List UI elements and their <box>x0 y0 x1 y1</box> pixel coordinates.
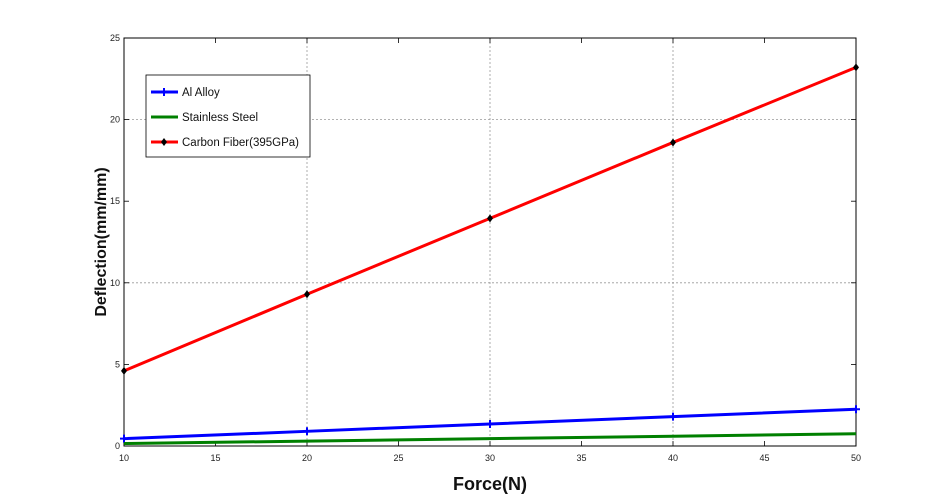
x-tick-label: 20 <box>302 453 312 463</box>
y-tick-label: 10 <box>110 278 120 288</box>
data-point-carbon-fiber-395gpa <box>670 138 676 147</box>
axis-ticks: 10 15 20 25 30 35 40 45 50 0 5 10 15 20 25 <box>110 33 861 463</box>
x-tick-label: 45 <box>759 453 769 463</box>
x-tick-label: 25 <box>393 453 403 463</box>
y-axis-label: Deflection(mm/mm) <box>93 167 110 316</box>
data-point-al-alloy <box>486 419 494 428</box>
legend-marker <box>161 138 167 146</box>
x-tick-label: 15 <box>210 453 220 463</box>
legend-label-carbon-fiber-395gpa: Carbon Fiber(395GPa) <box>182 137 299 149</box>
y-tick-label: 5 <box>115 359 120 369</box>
data-point-carbon-fiber-395gpa <box>853 63 859 72</box>
series-group <box>120 63 860 446</box>
series-line-stainless-steel <box>123 432 857 446</box>
y-tick-label: 25 <box>110 33 120 43</box>
y-tick-label: 20 <box>110 115 120 125</box>
x-tick-label: 40 <box>668 453 678 463</box>
x-tick-label: 10 <box>119 453 129 463</box>
x-axis-label: Force(N) <box>453 474 527 494</box>
data-point-carbon-fiber-395gpa <box>487 214 493 223</box>
data-point-carbon-fiber-395gpa <box>304 290 310 299</box>
data-point-al-alloy <box>852 405 860 414</box>
x-tick-label: 35 <box>576 453 586 463</box>
legend-label-stainless-steel: Stainless Steel <box>182 112 258 124</box>
data-point-al-alloy <box>303 427 311 436</box>
data-point-carbon-fiber-395gpa <box>121 366 127 375</box>
y-tick-label: 15 <box>110 196 120 206</box>
legend-marker <box>160 88 168 96</box>
data-point-al-alloy <box>120 434 128 443</box>
legend-label-al-alloy: Al Alloy <box>182 87 220 99</box>
x-tick-label: 30 <box>485 453 495 463</box>
legend: Al Alloy Stainless Steel Carbon Fiber(395G… <box>145 74 311 158</box>
data-point-al-alloy <box>669 412 677 421</box>
x-tick-label: 50 <box>851 453 861 463</box>
y-tick-label: 0 <box>115 441 120 451</box>
